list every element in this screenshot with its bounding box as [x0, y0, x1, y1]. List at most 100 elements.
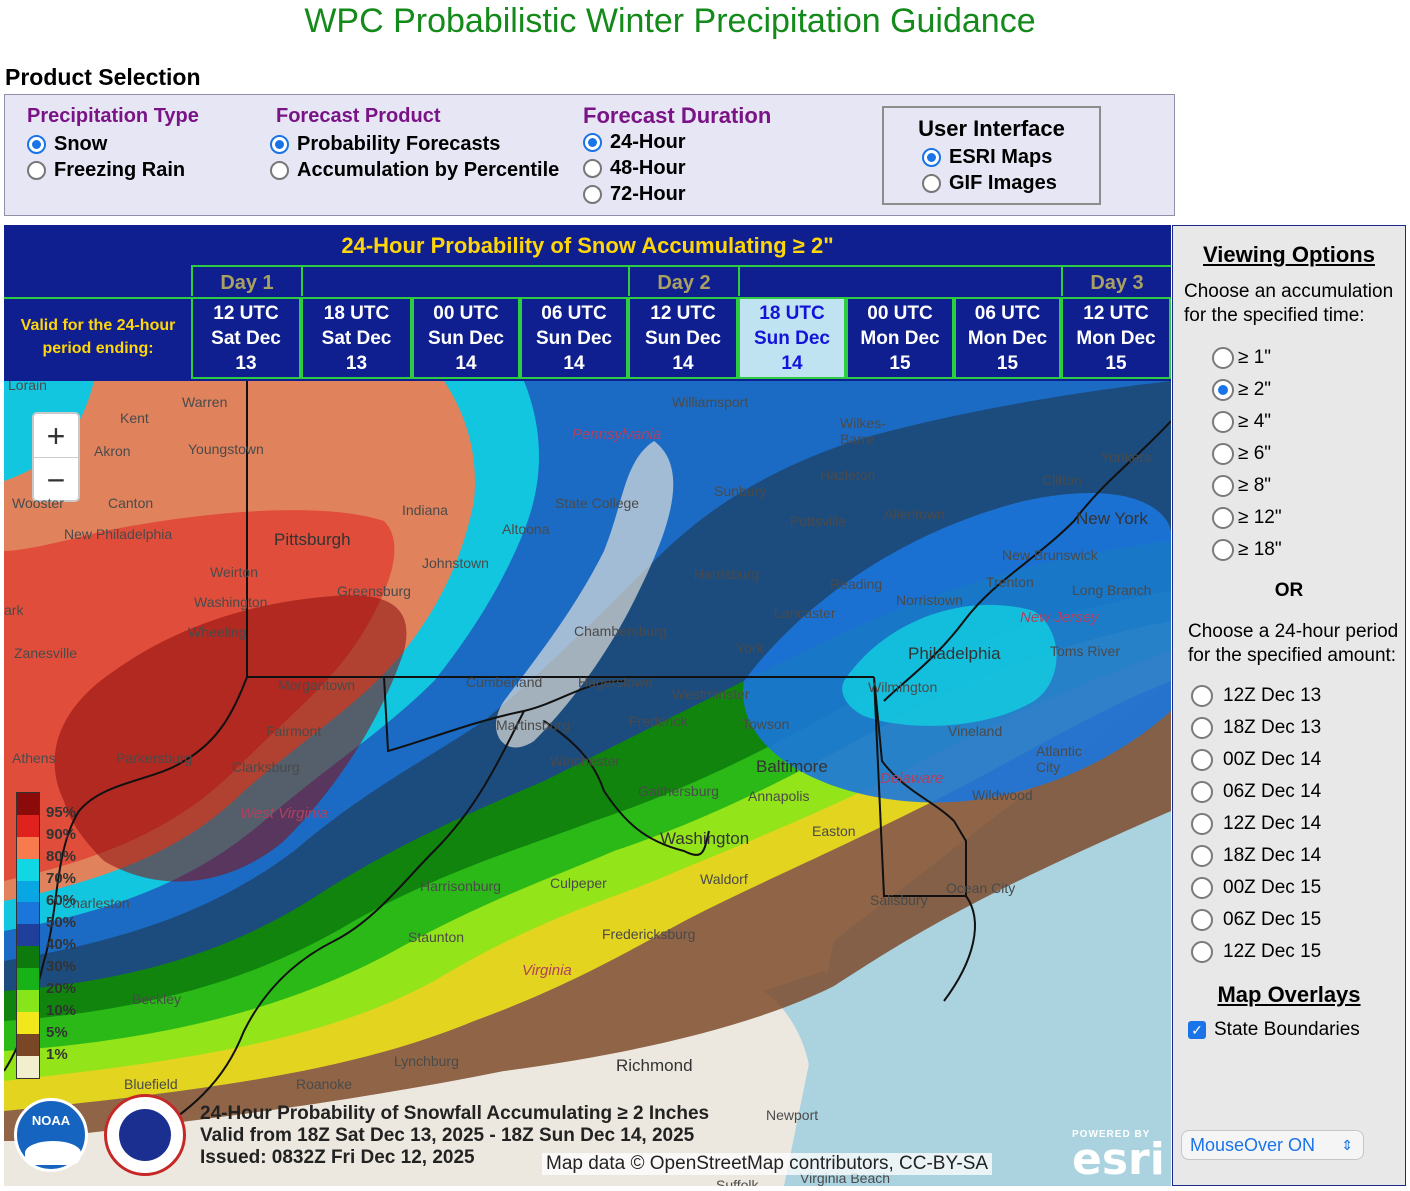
- radio-selected-icon[interactable]: [583, 132, 602, 152]
- zoom-out-button[interactable]: −: [46, 462, 66, 498]
- period-option[interactable]: 12Z Dec 15: [1191, 936, 1405, 968]
- duration-72-option[interactable]: 72-Hour: [583, 181, 771, 207]
- accum-option[interactable]: ≥ 8": [1212, 470, 1405, 502]
- place-label: Pittsburgh: [274, 530, 351, 549]
- state-label: Pennsylvania: [572, 426, 662, 443]
- choose-accum-text: Choose an accumulation for the specified…: [1184, 281, 1394, 326]
- radio-icon[interactable]: [1212, 475, 1234, 497]
- time-cell[interactable]: 18 UTC Sat Dec 13: [301, 297, 412, 379]
- radio-selected-icon[interactable]: [922, 147, 941, 167]
- radio-icon[interactable]: [1191, 909, 1213, 931]
- accumulation-percentile-option[interactable]: Accumulation by Percentile: [270, 157, 559, 183]
- period-option[interactable]: 06Z Dec 14: [1191, 776, 1405, 808]
- period-option[interactable]: 00Z Dec 14: [1191, 744, 1405, 776]
- radio-icon[interactable]: [1191, 877, 1213, 899]
- nws-logo-center: [119, 1109, 171, 1161]
- esri-wordmark: esri: [1072, 1134, 1165, 1185]
- precip-freezing-rain-option[interactable]: Freezing Rain: [27, 157, 199, 183]
- accum-option[interactable]: ≥ 12": [1212, 502, 1405, 534]
- place-label: Lynchburg: [394, 1053, 459, 1069]
- legend-label: 95%: [46, 804, 77, 821]
- radio-icon[interactable]: [270, 160, 289, 180]
- place-label: Greensburg: [337, 583, 411, 599]
- accum-option[interactable]: ≥ 4": [1212, 406, 1405, 438]
- radio-icon[interactable]: [1191, 685, 1213, 707]
- radio-icon[interactable]: [1212, 443, 1234, 465]
- duration-48-option[interactable]: 48-Hour: [583, 155, 771, 181]
- mouseover-select[interactable]: MouseOver ON ⇕: [1181, 1130, 1364, 1160]
- accum-option[interactable]: ≥ 18": [1212, 534, 1405, 566]
- checkbox-checked-icon[interactable]: ✓: [1188, 1021, 1206, 1039]
- place-label: Hazleton: [820, 467, 876, 483]
- radio-icon[interactable]: [1191, 845, 1213, 867]
- time-cell[interactable]: 06 UTC Mon Dec 15: [954, 297, 1061, 379]
- place-label: Washington: [660, 829, 750, 848]
- radio-icon[interactable]: [27, 160, 46, 180]
- place-label: ark: [4, 602, 24, 618]
- radio-icon[interactable]: [1191, 717, 1213, 739]
- radio-icon[interactable]: [1212, 539, 1234, 561]
- radio-icon[interactable]: [1212, 507, 1234, 529]
- chevron-updown-icon: ⇕: [1341, 1137, 1353, 1153]
- forecast-map[interactable]: + − 95% 90% 80% 70% 60% 50% 40% 30% 20% …: [4, 381, 1171, 1186]
- valid-period-label: Valid for the 24-hour period ending:: [4, 297, 192, 381]
- period-option[interactable]: 18Z Dec 14: [1191, 840, 1405, 872]
- day-spacer: [738, 265, 1061, 296]
- place-label: Lancaster: [774, 605, 836, 621]
- radio-icon[interactable]: [1191, 813, 1213, 835]
- place-label: Kent: [120, 410, 149, 426]
- radio-icon[interactable]: [583, 184, 602, 204]
- time-cell-selected[interactable]: 18 UTC Sun Dec 14: [738, 297, 846, 379]
- product-selection-heading: Product Selection: [5, 64, 201, 90]
- place-label: Philadelphia: [908, 644, 1001, 663]
- time-cell[interactable]: 12 UTC Mon Dec 15: [1061, 297, 1171, 379]
- radio-icon[interactable]: [1212, 347, 1234, 369]
- radio-icon[interactable]: [1212, 411, 1234, 433]
- radio-icon[interactable]: [922, 173, 941, 193]
- place-label: Washington: [194, 594, 268, 610]
- gif-images-option[interactable]: GIF Images: [884, 170, 1099, 196]
- legend-label: 1%: [46, 1046, 68, 1063]
- zoom-in-button[interactable]: +: [34, 414, 78, 458]
- place-label: Wooster: [12, 495, 64, 511]
- place-label: Fredericksburg: [602, 926, 696, 942]
- probability-forecasts-option[interactable]: Probability Forecasts: [270, 131, 559, 157]
- radio-selected-icon[interactable]: [270, 134, 289, 154]
- time-cell[interactable]: 12 UTC Sat Dec 13: [191, 297, 301, 379]
- radio-icon[interactable]: [1191, 781, 1213, 803]
- place-label: Toms River: [1050, 643, 1121, 659]
- accum-option[interactable]: ≥ 2": [1212, 374, 1405, 406]
- legend-label: 90%: [46, 826, 77, 843]
- map-attribution[interactable]: Map data © OpenStreetMap contributors, C…: [542, 1153, 993, 1175]
- radio-icon[interactable]: [583, 158, 602, 178]
- accum-option[interactable]: ≥ 6": [1212, 438, 1405, 470]
- period-option[interactable]: 12Z Dec 14: [1191, 808, 1405, 840]
- radio-selected-icon[interactable]: [27, 134, 46, 154]
- radio-icon[interactable]: [1191, 941, 1213, 963]
- map-caption: 24-Hour Probability of Snowfall Accumula…: [200, 1103, 709, 1169]
- period-option[interactable]: 06Z Dec 15: [1191, 904, 1405, 936]
- state-boundaries-checkbox[interactable]: ✓ State Boundaries: [1188, 1014, 1405, 1046]
- period-option[interactable]: 18Z Dec 13: [1191, 712, 1405, 744]
- accum-option[interactable]: ≥ 1": [1212, 342, 1405, 374]
- time-cell[interactable]: 12 UTC Sun Dec 14: [628, 297, 738, 379]
- time-cell[interactable]: 00 UTC Sun Dec 14: [412, 297, 520, 379]
- map-canvas[interactable]: [4, 381, 1171, 1186]
- radio-selected-icon[interactable]: [1212, 379, 1234, 401]
- place-label: Morgantown: [278, 677, 356, 693]
- precip-snow-option[interactable]: Snow: [27, 131, 199, 157]
- place-label: Culpeper: [550, 875, 607, 891]
- legend-label: 60%: [46, 892, 77, 909]
- esri-logo[interactable]: POWERED BY esri: [1072, 1129, 1165, 1185]
- esri-maps-option[interactable]: ESRI Maps: [884, 144, 1099, 170]
- precip-type-group: Precipitation Type Snow Freezing Rain: [27, 105, 199, 183]
- time-cell[interactable]: 00 UTC Mon Dec 15: [846, 297, 954, 379]
- time-cell[interactable]: 06 UTC Sun Dec 14: [520, 297, 628, 379]
- period-option[interactable]: 12Z Dec 13: [1191, 680, 1405, 712]
- period-option[interactable]: 00Z Dec 15: [1191, 872, 1405, 904]
- place-label: Sunbury: [714, 483, 767, 499]
- place-label: Clarksburg: [232, 759, 300, 775]
- duration-24-option[interactable]: 24-Hour: [583, 129, 771, 155]
- radio-icon[interactable]: [1191, 749, 1213, 771]
- viewing-options-heading: Viewing Options: [1203, 242, 1375, 267]
